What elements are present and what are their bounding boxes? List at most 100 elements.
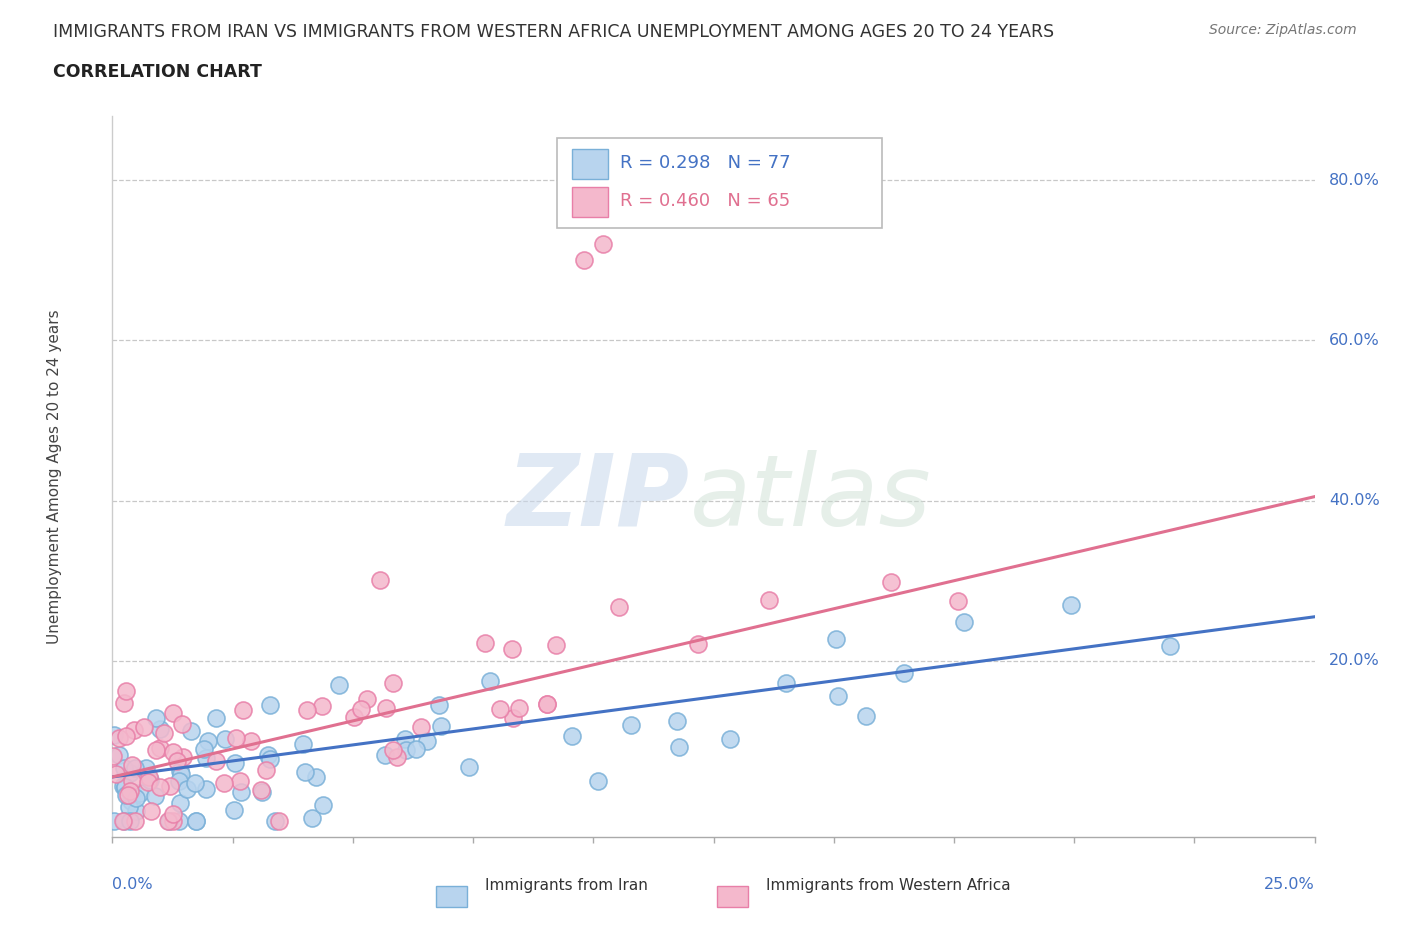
Point	[121, 784, 143, 799]
Point	[117, 787, 139, 802]
Point	[343, 710, 366, 724]
Point	[474, 635, 496, 650]
Point	[374, 747, 396, 762]
Point	[250, 784, 273, 799]
Point	[718, 732, 741, 747]
Bar	[572, 149, 607, 179]
Point	[108, 748, 131, 763]
Point	[264, 813, 287, 828]
Point	[166, 753, 188, 768]
Point	[688, 636, 710, 651]
Point	[311, 798, 333, 813]
Point	[311, 698, 333, 713]
Point	[145, 743, 167, 758]
Point	[405, 742, 427, 757]
Point	[893, 666, 915, 681]
Point	[162, 807, 184, 822]
Point	[240, 734, 263, 749]
Point	[254, 763, 277, 777]
Point	[561, 729, 583, 744]
Point	[620, 717, 643, 732]
Point	[121, 773, 143, 788]
Point	[149, 722, 172, 737]
Point	[156, 814, 179, 829]
FancyBboxPatch shape	[557, 138, 882, 228]
Text: Immigrants from Western Africa: Immigrants from Western Africa	[766, 878, 1011, 893]
Point	[139, 772, 162, 787]
Point	[225, 731, 247, 746]
Point	[536, 697, 558, 711]
Point	[125, 804, 148, 818]
Point	[457, 760, 479, 775]
Point	[224, 803, 246, 817]
Point	[138, 775, 160, 790]
Point	[665, 713, 688, 728]
Point	[668, 739, 690, 754]
Point	[176, 781, 198, 796]
Point	[103, 814, 125, 829]
Text: 60.0%: 60.0%	[1329, 333, 1379, 348]
Text: 20.0%: 20.0%	[1329, 653, 1379, 669]
Point	[159, 778, 181, 793]
Point	[124, 761, 146, 776]
Point	[592, 237, 614, 252]
Point	[607, 600, 630, 615]
Point	[586, 774, 609, 789]
Point	[170, 767, 193, 782]
Point	[118, 799, 141, 814]
Point	[195, 751, 218, 766]
Point	[112, 814, 135, 829]
Point	[172, 717, 194, 732]
Point	[416, 734, 439, 749]
Point	[193, 741, 215, 756]
Point	[205, 753, 228, 768]
Point	[125, 790, 148, 805]
Point	[250, 783, 273, 798]
Point	[395, 743, 418, 758]
Text: 40.0%: 40.0%	[1329, 493, 1379, 508]
Point	[1159, 639, 1181, 654]
Point	[108, 730, 131, 745]
Point	[135, 761, 157, 776]
Point	[952, 615, 974, 630]
Point	[162, 744, 184, 759]
Point	[167, 774, 190, 789]
Point	[120, 794, 142, 809]
Point	[257, 747, 280, 762]
Point	[489, 701, 512, 716]
Point	[138, 770, 160, 785]
Point	[267, 814, 290, 829]
Point	[301, 811, 323, 826]
Point	[184, 814, 207, 829]
Point	[162, 814, 184, 829]
Point	[114, 729, 136, 744]
Point	[134, 720, 156, 735]
Point	[328, 677, 350, 692]
Bar	[572, 187, 607, 218]
Text: IMMIGRANTS FROM IRAN VS IMMIGRANTS FROM WESTERN AFRICA UNEMPLOYMENT AMONG AGES 2: IMMIGRANTS FROM IRAN VS IMMIGRANTS FROM …	[53, 23, 1054, 41]
Point	[115, 788, 138, 803]
Text: ZIP: ZIP	[506, 450, 689, 547]
Point	[374, 700, 396, 715]
Point	[304, 769, 326, 784]
Point	[546, 637, 568, 652]
Point	[880, 574, 903, 589]
Point	[212, 776, 235, 790]
Text: Unemployment Among Ages 20 to 24 years: Unemployment Among Ages 20 to 24 years	[48, 310, 62, 644]
Point	[143, 789, 166, 804]
Point	[385, 750, 408, 764]
Point	[394, 732, 416, 747]
Point	[827, 688, 849, 703]
Point	[224, 755, 246, 770]
Point	[350, 701, 373, 716]
Point	[409, 720, 432, 735]
Point	[536, 697, 558, 711]
Point	[231, 785, 253, 800]
Point	[114, 761, 136, 776]
Point	[229, 774, 252, 789]
Point	[169, 796, 191, 811]
Text: Source: ZipAtlas.com: Source: ZipAtlas.com	[1209, 23, 1357, 37]
Point	[120, 814, 142, 829]
Point	[145, 711, 167, 725]
Text: R = 0.298   N = 77: R = 0.298 N = 77	[620, 154, 790, 172]
